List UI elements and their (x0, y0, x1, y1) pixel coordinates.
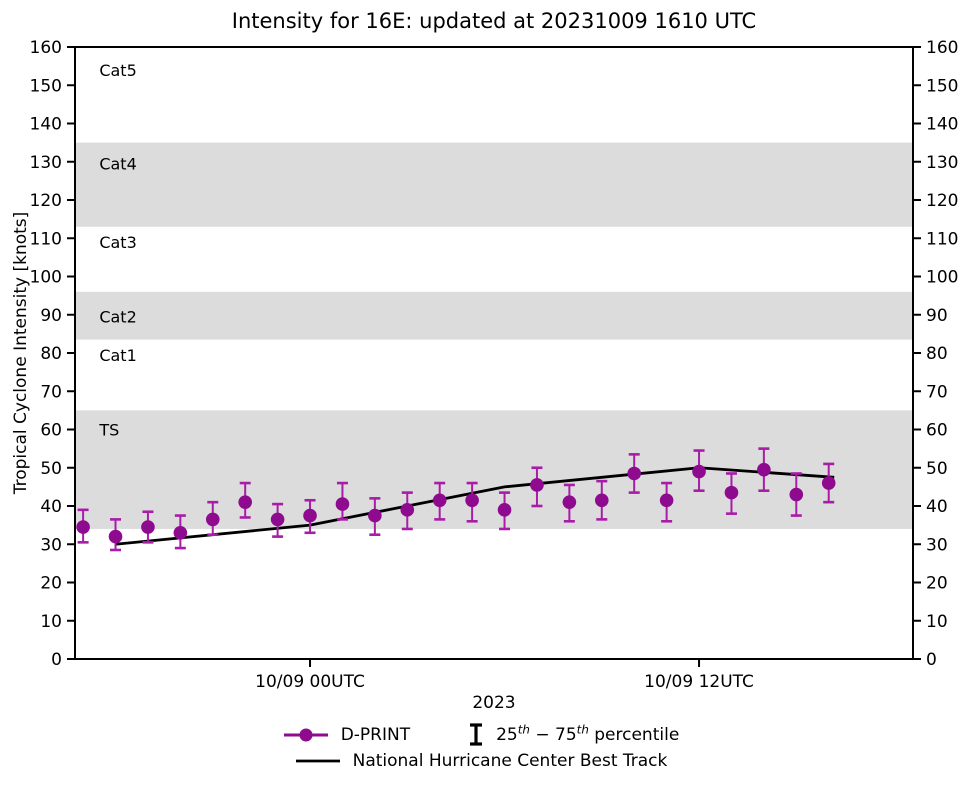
data-point (400, 503, 415, 517)
y-tick-label-left: 110 (30, 229, 62, 249)
y-tick-label-left: 0 (51, 650, 62, 670)
legend-item-dprint: D-PRINT (283, 725, 410, 745)
data-point (692, 464, 706, 479)
data-point (173, 525, 188, 540)
legend: D-PRINT 25th − 75th percentile National … (0, 721, 962, 771)
y-tick-label-right: 0 (926, 650, 937, 670)
y-tick-label-left: 60 (40, 421, 62, 441)
y-tick-label-right: 40 (926, 497, 948, 517)
best-track-line (115, 466, 835, 546)
legend-dprint-label: D-PRINT (340, 724, 411, 745)
band-cat2 (75, 291, 913, 340)
y-tick-label-right: 70 (926, 382, 948, 402)
y-tick-label-right: 100 (926, 268, 958, 288)
data-point (238, 495, 252, 509)
category-label-cat4: Cat4 (99, 155, 136, 174)
x-axis-label: 2023 (472, 693, 516, 713)
y-tick-label-right: 150 (926, 76, 958, 96)
y-tick-label-left: 10 (40, 612, 62, 632)
legend-best-track-label: National Hurricane Center Best Track (352, 751, 668, 771)
y-tick-label-right: 140 (926, 115, 958, 135)
data-point (108, 529, 123, 544)
category-label-ts: TS (98, 421, 119, 440)
category-label-cat1: Cat1 (99, 346, 136, 365)
chart-title: Intensity for 16E: updated at 20231009 1… (231, 9, 757, 33)
data-point (270, 512, 285, 527)
y-tick-label-right: 80 (926, 344, 948, 364)
x-tick-label: 10/09 12UTC (644, 672, 754, 692)
y-tick-label-left: 150 (30, 76, 62, 96)
band-cat4 (75, 142, 913, 227)
y-tick-label-left: 20 (40, 574, 62, 594)
data-point (497, 503, 512, 517)
y-tick-label-left: 50 (40, 459, 62, 479)
data-point (659, 493, 674, 508)
data-point (530, 478, 544, 492)
y-tick-label-left: 40 (40, 497, 62, 517)
data-point (335, 497, 350, 511)
data-point (465, 493, 479, 508)
data-point (724, 485, 739, 500)
y-tick-label-right: 110 (926, 229, 958, 249)
legend-row-1: D-PRINT 25th − 75th percentile (283, 721, 679, 748)
y-tick-label-right: 30 (926, 535, 948, 555)
category-label-cat3: Cat3 (99, 233, 136, 252)
legend-row-2: National Hurricane Center Best Track (295, 751, 668, 771)
data-point (76, 520, 90, 534)
dprint-marker-icon (283, 728, 328, 741)
y-tick-label-right: 20 (926, 574, 948, 594)
data-point (821, 476, 836, 490)
y-tick-label-left: 100 (30, 268, 62, 288)
y-tick-label-left: 70 (40, 382, 62, 402)
data-point (141, 520, 155, 534)
best-track-line-icon (295, 759, 340, 763)
band-ts (75, 410, 913, 529)
data-point (368, 508, 382, 523)
data-point (757, 462, 771, 477)
y-tick-label-left: 90 (40, 306, 62, 326)
y-tick-label-right: 50 (926, 459, 948, 479)
y-tick-label-left: 120 (30, 191, 62, 211)
legend-item-best-track: National Hurricane Center Best Track (295, 751, 668, 771)
category-label-cat5: Cat5 (99, 61, 136, 80)
legend-percentile-label: 25th − 75th percentile (496, 721, 680, 745)
y-tick-label-right: 90 (926, 306, 948, 326)
y-tick-label-left: 140 (30, 115, 62, 135)
data-point (562, 495, 577, 509)
data-point (594, 493, 609, 508)
data-point (432, 493, 447, 508)
y-tick-label-right: 160 (926, 38, 958, 58)
errorbar-icon (470, 723, 483, 746)
y-tick-label-right: 60 (926, 421, 948, 441)
category-label-cat2: Cat2 (99, 308, 136, 327)
y-tick-label-left: 80 (40, 344, 62, 364)
data-point (205, 512, 220, 527)
y-tick-label-right: 120 (926, 191, 958, 211)
y-tick-label-right: 130 (926, 153, 958, 173)
plot-border (74, 46, 914, 660)
y-tick-label-left: 30 (40, 535, 62, 555)
y-tick-label-right: 10 (926, 612, 948, 632)
x-tick-label: 10/09 00UTC (255, 672, 365, 692)
data-point (303, 508, 317, 523)
data-point (627, 466, 642, 481)
y-tick-label-left: 130 (30, 153, 62, 173)
data-point (789, 487, 804, 502)
y-tick-label-left: 160 (30, 38, 62, 58)
legend-item-percentile: 25th − 75th percentile (468, 721, 679, 748)
